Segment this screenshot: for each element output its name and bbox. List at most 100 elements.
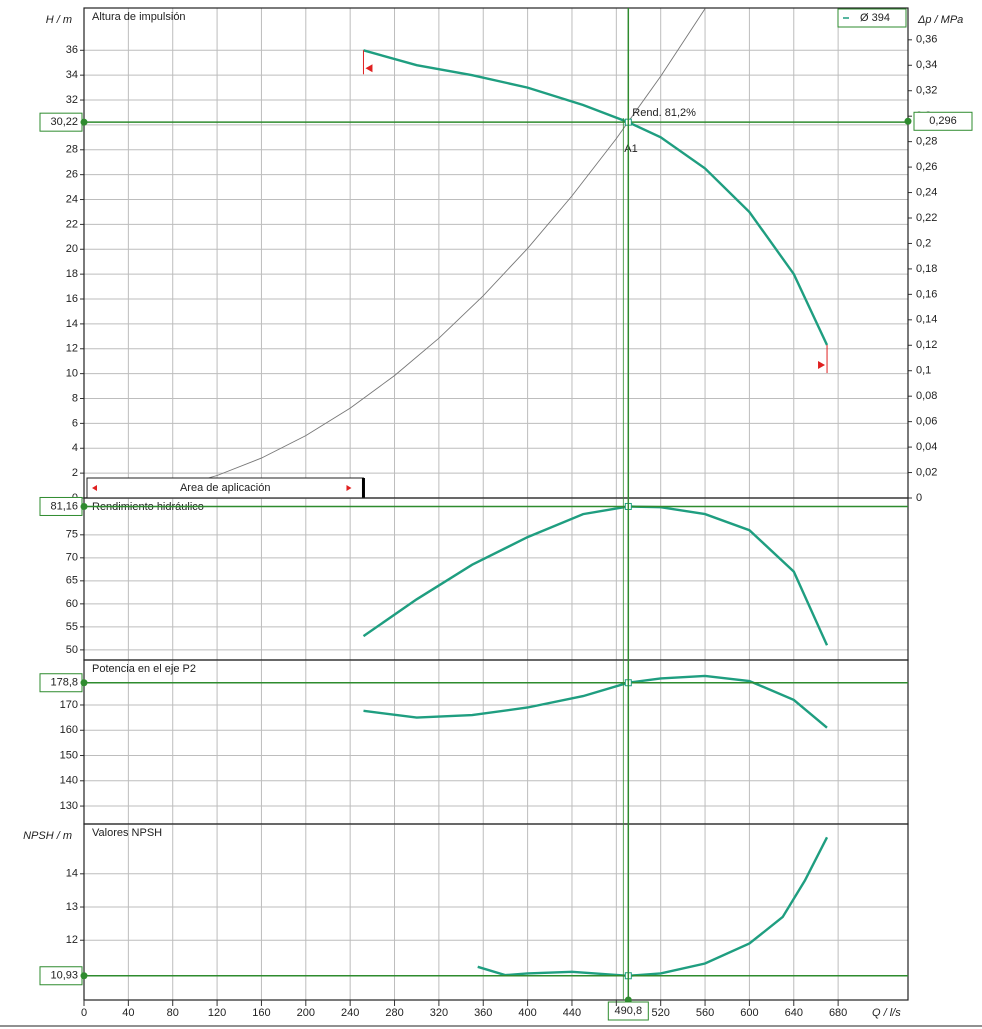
- y-tick-label: 65: [66, 575, 78, 587]
- application-limit-arrow: [818, 361, 826, 370]
- x-tick-label: 440: [563, 1007, 581, 1019]
- y-tick-label: 26: [66, 169, 78, 181]
- panel-title: Potencia en el eje P2: [92, 663, 196, 675]
- y2-tick-label: 0,2: [916, 237, 931, 249]
- operating-value: 178,8: [50, 677, 78, 689]
- operating-value: 30,22: [50, 116, 78, 128]
- application-limit-arrow: [365, 64, 373, 73]
- y-axis-label: NPSH / m: [23, 830, 72, 842]
- y2-tick-label: 0,34: [916, 59, 937, 71]
- y-tick-label: 4: [72, 442, 78, 454]
- operating-dot: [80, 502, 88, 510]
- x-tick-label: 400: [518, 1007, 536, 1019]
- operating-dot: [80, 118, 88, 126]
- y-tick-label: 160: [60, 724, 78, 736]
- x-tick-label: 560: [696, 1007, 714, 1019]
- y-tick-label: 36: [66, 44, 78, 56]
- y2-tick-label: 0,28: [916, 136, 937, 148]
- y2-tick-label: 0: [916, 492, 922, 504]
- x-tick-label: 0: [81, 1007, 87, 1019]
- y-tick-label: 34: [66, 69, 78, 81]
- y2-tick-label: 0,14: [916, 314, 937, 326]
- y-tick-label: 60: [66, 598, 78, 610]
- pump-curve: [362, 505, 829, 646]
- y2-tick-label: 0,32: [916, 85, 937, 97]
- x-tick-label: 200: [297, 1007, 315, 1019]
- y-axis-label: H / m: [46, 14, 72, 26]
- y-tick-label: 13: [66, 901, 78, 913]
- y-tick-label: 130: [60, 800, 78, 812]
- x-tick-label: 600: [740, 1007, 758, 1019]
- y2-tick-label: 0,1: [916, 365, 931, 377]
- panel-title: Valores NPSH: [92, 827, 162, 839]
- y2-tick-label: 0,26: [916, 161, 937, 173]
- x-axis-label: Q / l/s: [872, 1007, 901, 1019]
- y2-tick-label: 0,02: [916, 466, 937, 478]
- y-tick-label: 6: [72, 417, 78, 429]
- y-tick-label: 70: [66, 552, 78, 564]
- y-tick-label: 2: [72, 467, 78, 479]
- operating-value: 10,93: [50, 970, 78, 982]
- x-tick-label: 360: [474, 1007, 492, 1019]
- y2-tick-label: 0,22: [916, 212, 937, 224]
- y-tick-label: 150: [60, 749, 78, 761]
- y-tick-label: 20: [66, 243, 78, 255]
- panel-frame: [83, 659, 909, 825]
- y-tick-label: 22: [66, 218, 78, 230]
- y2-tick-label: 0,36: [916, 34, 937, 46]
- y2-tick-label: 0,24: [916, 186, 937, 198]
- y2-tick-label: 0,04: [916, 441, 937, 453]
- x-tick-label: 80: [167, 1007, 179, 1019]
- operating-dot: [80, 972, 88, 980]
- pump-curve: [363, 49, 829, 346]
- y2-tick-label: 0,18: [916, 263, 937, 275]
- x-tick-label: 40: [122, 1007, 134, 1019]
- operating-value: 490,8: [615, 1005, 643, 1017]
- x-tick-label: 640: [785, 1007, 803, 1019]
- y2-tick-label: 0,08: [916, 390, 937, 402]
- y-tick-label: 14: [66, 868, 78, 880]
- y-tick-label: 12: [66, 934, 78, 946]
- x-tick-label: 520: [652, 1007, 670, 1019]
- y-tick-label: 28: [66, 144, 78, 156]
- y-tick-label: 140: [60, 775, 78, 787]
- x-tick-label: 120: [208, 1007, 226, 1019]
- y-tick-label: 14: [66, 318, 78, 330]
- y-tick-label: 24: [66, 193, 78, 205]
- y2-axis-label: Δp / MPa: [917, 14, 963, 26]
- application-label: Area de aplicación: [180, 482, 271, 494]
- x-tick-label: 680: [829, 1007, 847, 1019]
- y-tick-label: 170: [60, 699, 78, 711]
- legend-label: Ø 394: [860, 12, 890, 24]
- y2-tick-label: 0,12: [916, 339, 937, 351]
- y-tick-label: 16: [66, 293, 78, 305]
- y-tick-label: 55: [66, 621, 78, 633]
- y-tick-label: 10: [66, 368, 78, 380]
- legend-box: [837, 8, 907, 28]
- efficiency-annotation: Rend. 81,2%: [632, 107, 696, 119]
- y-tick-label: 12: [66, 343, 78, 355]
- y-tick-label: 8: [72, 392, 78, 404]
- pump-curve: [363, 674, 828, 729]
- panel-frame: [83, 497, 909, 661]
- operating-value: 81,16: [50, 500, 78, 512]
- operating-dot: [904, 117, 912, 125]
- y-tick-label: 18: [66, 268, 78, 280]
- panel-frame: [83, 823, 909, 1001]
- y2-tick-label: 0,06: [916, 416, 937, 428]
- operating-dot: [80, 679, 88, 687]
- x-tick-label: 160: [252, 1007, 270, 1019]
- y-tick-label: 32: [66, 94, 78, 106]
- panel-title: Altura de impulsión: [92, 11, 186, 23]
- x-tick-label: 320: [430, 1007, 448, 1019]
- y-tick-label: 50: [66, 644, 78, 656]
- x-tick-label: 280: [385, 1007, 403, 1019]
- operating-box: [607, 1001, 649, 1021]
- pump-curve: [477, 836, 829, 978]
- operating-box: [913, 111, 973, 131]
- y-tick-label: 75: [66, 529, 78, 541]
- operating-value: 0,296: [929, 115, 957, 127]
- y2-tick-label: 0,16: [916, 288, 937, 300]
